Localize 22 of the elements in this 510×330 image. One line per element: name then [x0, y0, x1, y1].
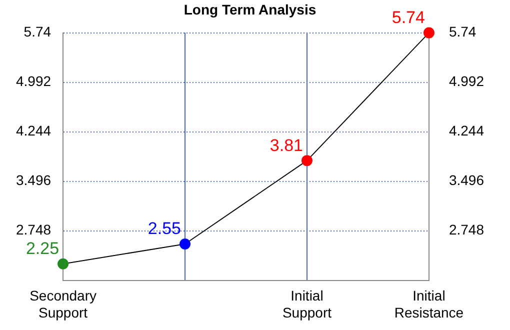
- point: [180, 238, 191, 250]
- y2-tick-label: 3.496: [448, 172, 484, 188]
- y2-tick-label: 4.992: [448, 73, 484, 90]
- chart-title: Long Term Analysis: [184, 1, 316, 18]
- y-tick-label: 5.74: [24, 24, 52, 40]
- x-tick-label: Initial Resistance: [394, 288, 464, 320]
- y2-tick-label: 5.74: [448, 24, 476, 40]
- point: [301, 155, 312, 166]
- y-tick-label: 2.748: [16, 222, 52, 238]
- data-label: 5.74: [392, 8, 425, 27]
- y2-tick-label: 4.244: [448, 122, 484, 139]
- x-tick-label: Initial Support: [282, 288, 332, 320]
- point: [58, 258, 69, 270]
- y2-tick-label: 2.748: [448, 222, 484, 238]
- x-tick-label: Secondary Support: [30, 288, 97, 320]
- y-tick-label: 4.992: [16, 73, 52, 90]
- point: [423, 27, 434, 38]
- data-label: 3.81: [270, 136, 303, 155]
- y-tick-label: 3.496: [16, 172, 52, 188]
- y-tick-label: 4.244: [16, 122, 52, 139]
- data-label: 2.55: [148, 219, 182, 238]
- data-label: 2.25: [26, 239, 60, 258]
